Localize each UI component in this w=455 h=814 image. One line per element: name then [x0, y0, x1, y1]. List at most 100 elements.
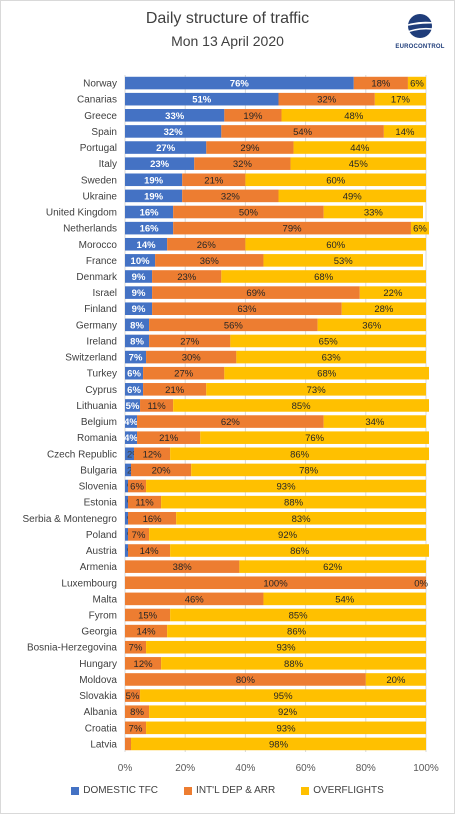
bar-segment	[383, 125, 426, 138]
category-label: Latvia	[90, 739, 117, 750]
data-label: 33%	[165, 111, 185, 122]
data-label: 6%	[127, 385, 141, 396]
data-label: 0%	[414, 578, 428, 589]
bar-segment	[134, 447, 171, 461]
data-label: 36%	[362, 320, 382, 331]
category-label: Poland	[86, 530, 117, 541]
legend-item-overflights: OVERFLIGHTS	[301, 785, 384, 796]
x-tick-label: 60%	[296, 763, 316, 774]
category-label: Slovakia	[79, 691, 117, 702]
bar-segment	[149, 705, 426, 718]
category-label: France	[86, 256, 118, 267]
bar-segment	[149, 334, 231, 348]
bar-segment	[125, 318, 150, 332]
bar-segment	[125, 141, 207, 154]
bar-segment	[125, 399, 141, 412]
data-label: 65%	[319, 336, 339, 347]
bar-segment	[125, 302, 153, 316]
x-tick-label: 100%	[413, 763, 439, 774]
legend-label-overflights: OVERFLIGHTS	[313, 785, 384, 796]
data-label: 23%	[177, 272, 197, 283]
data-label: 68%	[314, 272, 334, 283]
bar-segment	[173, 221, 411, 235]
data-label: 62%	[221, 417, 241, 428]
bar-segment	[137, 415, 324, 428]
legend-item-domestic: DOMESTIC TFC	[71, 785, 158, 796]
data-label: 98%	[269, 739, 289, 750]
bar-segment	[125, 221, 174, 235]
data-label: 92%	[278, 530, 298, 541]
bar-segment	[146, 479, 426, 493]
bar-segment	[407, 76, 426, 90]
bar-segment	[146, 640, 426, 654]
data-label: 22%	[383, 288, 403, 299]
data-label: 29%	[240, 143, 260, 154]
data-label: 68%	[317, 369, 337, 380]
category-label: Romania	[77, 433, 117, 444]
data-label: 85%	[289, 610, 309, 621]
bar-segment	[200, 431, 430, 444]
bar-segment	[152, 302, 342, 316]
category-label: Croatia	[85, 723, 118, 734]
data-label: 93%	[277, 723, 297, 734]
data-label: 14%	[137, 240, 157, 251]
data-label: 16%	[140, 224, 160, 235]
data-label: 28%	[374, 304, 394, 315]
data-label: 21%	[204, 175, 224, 186]
bar-segment	[221, 125, 384, 138]
x-tick-label: 20%	[175, 763, 195, 774]
bar-segment	[206, 141, 294, 154]
bar-segment	[128, 479, 147, 493]
category-label: Hungary	[79, 659, 117, 670]
bar-segment	[125, 705, 150, 718]
data-label: 6%	[410, 79, 424, 90]
data-label: 38%	[173, 562, 193, 573]
data-label: 27%	[180, 336, 200, 347]
data-label: 15%	[138, 610, 158, 621]
bar-segment	[161, 657, 426, 670]
data-label: 9%	[132, 304, 146, 315]
category-label: Moldova	[79, 675, 117, 686]
data-label: 86%	[290, 449, 310, 460]
data-label: 62%	[323, 562, 343, 573]
bar-segment	[125, 431, 138, 444]
data-label: 8%	[130, 320, 144, 331]
bar-segment	[176, 511, 426, 525]
bar-segment	[146, 350, 237, 364]
bar-segment	[167, 237, 246, 251]
category-label: Belgium	[81, 417, 117, 428]
category-label: Albania	[84, 707, 118, 718]
data-label: 4%	[124, 417, 138, 428]
bar-segment	[293, 141, 426, 154]
bar-segment	[137, 431, 201, 444]
bar-segment	[125, 528, 129, 541]
legend-swatch-domestic	[71, 786, 80, 795]
bar-segment	[236, 350, 426, 364]
data-label: 4%	[124, 433, 138, 444]
data-label: 14%	[140, 546, 160, 557]
data-label: 9%	[132, 288, 146, 299]
chart-title: Daily structure of traffic	[145, 10, 310, 27]
bar-segment	[125, 560, 240, 573]
bar-segment	[245, 173, 426, 187]
data-label: 76%	[230, 79, 250, 90]
data-label: 32%	[233, 159, 253, 170]
chart-subtitle: Mon 13 April 2020	[171, 33, 284, 49]
data-label: 8%	[130, 336, 144, 347]
legend-label-domestic: DOMESTIC TFC	[83, 785, 159, 796]
data-label: 63%	[237, 304, 257, 315]
category-label: Georgia	[81, 627, 117, 638]
bar-segment	[341, 302, 426, 316]
bar-segment	[125, 608, 171, 622]
data-label: 6%	[413, 224, 427, 235]
bar-segment	[206, 383, 426, 396]
data-label: 73%	[307, 385, 327, 396]
bar-segment	[125, 447, 135, 461]
bar-segment	[194, 157, 291, 170]
logo-text: EUROCONTROL	[395, 44, 445, 50]
bar-segment	[173, 205, 324, 219]
data-label: 32%	[164, 127, 184, 138]
legend: DOMESTIC TFC INT'L DEP & ARR OVERFLIGHTS	[0, 785, 455, 796]
data-label: 78%	[299, 465, 319, 476]
